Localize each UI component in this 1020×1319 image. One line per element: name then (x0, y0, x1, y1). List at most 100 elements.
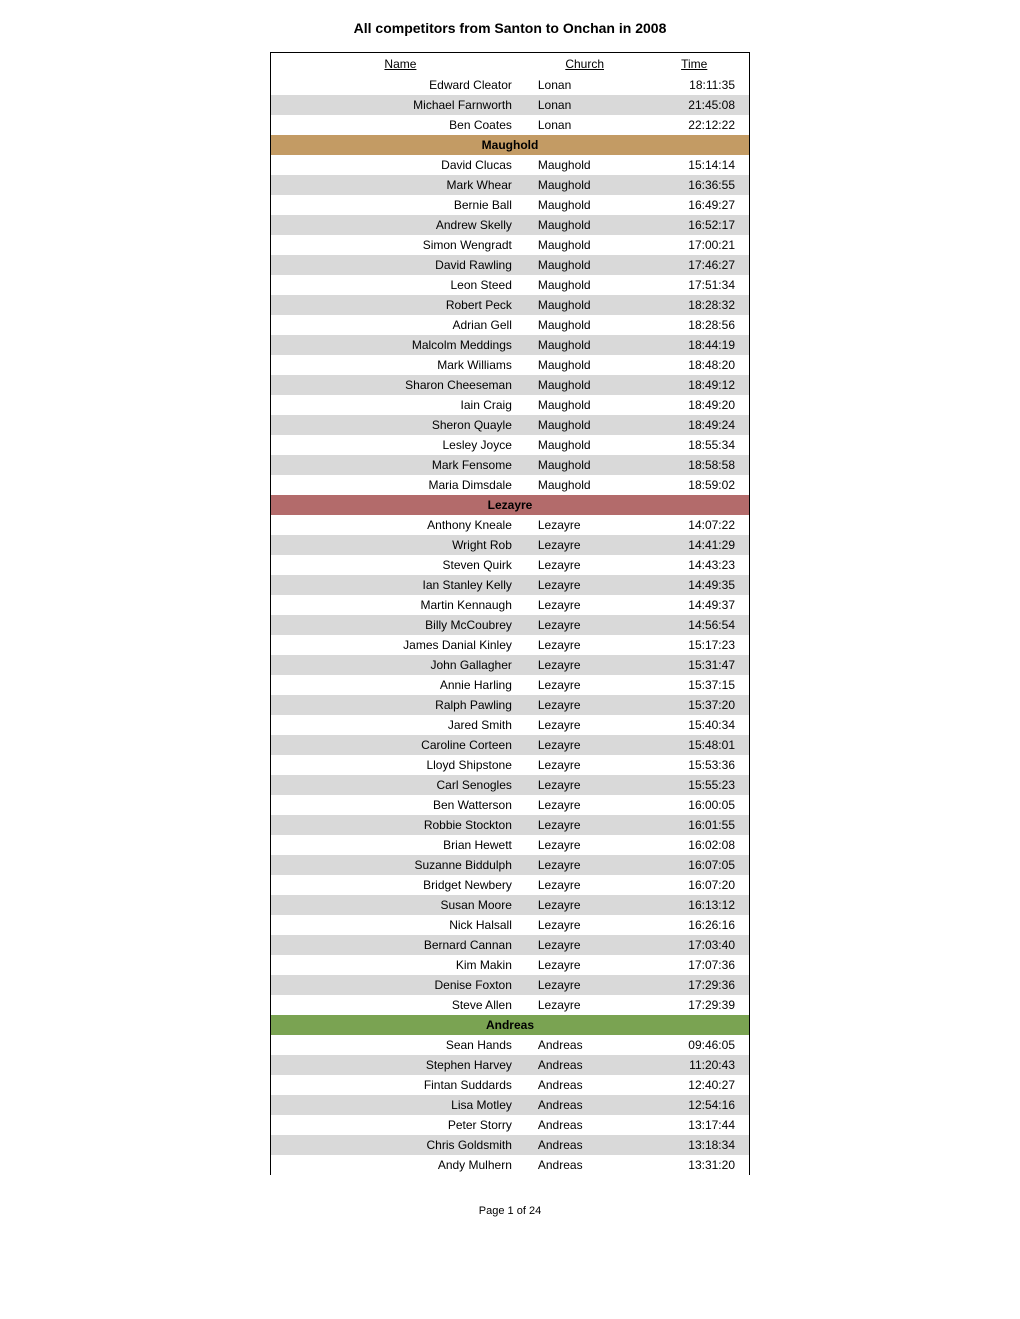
cell-name: Martin Kennaugh (271, 595, 530, 615)
cell-name: Robbie Stockton (271, 815, 530, 835)
cell-name: Lisa Motley (271, 1095, 530, 1115)
cell-time: 15:31:47 (639, 655, 749, 675)
cell-name: Jared Smith (271, 715, 530, 735)
page-footer: Page 1 of 24 (20, 1205, 1000, 1217)
cell-name: Steve Allen (271, 995, 530, 1015)
cell-time: 14:41:29 (639, 535, 749, 555)
table-row: Sheron QuayleMaughold18:49:24 (271, 415, 749, 435)
table-row: Adrian GellMaughold18:28:56 (271, 315, 749, 335)
table-row: Leon SteedMaughold17:51:34 (271, 275, 749, 295)
cell-church: Maughold (530, 435, 640, 455)
table-row: Andrew SkellyMaughold16:52:17 (271, 215, 749, 235)
cell-name: Ben Watterson (271, 795, 530, 815)
cell-name: Annie Harling (271, 675, 530, 695)
table-row: Nick HalsallLezayre16:26:16 (271, 915, 749, 935)
cell-time: 18:49:20 (639, 395, 749, 415)
cell-name: Fintan Suddards (271, 1075, 530, 1095)
cell-name: Sean Hands (271, 1035, 530, 1055)
cell-name: James Danial Kinley (271, 635, 530, 655)
cell-church: Lezayre (530, 855, 640, 875)
table-row: Wright RobLezayre14:41:29 (271, 535, 749, 555)
section-header: Lezayre (271, 495, 749, 515)
cell-church: Maughold (530, 375, 640, 395)
table-row: Kim MakinLezayre17:07:36 (271, 955, 749, 975)
cell-church: Lezayre (530, 675, 640, 695)
cell-name: Mark Whear (271, 175, 530, 195)
cell-time: 12:40:27 (639, 1075, 749, 1095)
cell-time: 12:54:16 (639, 1095, 749, 1115)
cell-church: Andreas (530, 1095, 640, 1115)
table-row: Annie HarlingLezayre15:37:15 (271, 675, 749, 695)
cell-name: Andrew Skelly (271, 215, 530, 235)
cell-name: Andy Mulhern (271, 1155, 530, 1175)
cell-name: Stephen Harvey (271, 1055, 530, 1075)
cell-time: 18:49:24 (639, 415, 749, 435)
table-row: Caroline CorteenLezayre15:48:01 (271, 735, 749, 755)
cell-church: Lezayre (530, 555, 640, 575)
cell-church: Lezayre (530, 655, 640, 675)
cell-time: 18:58:58 (639, 455, 749, 475)
table-row: Bernard CannanLezayre17:03:40 (271, 935, 749, 955)
cell-time: 16:07:20 (639, 875, 749, 895)
cell-time: 18:28:56 (639, 315, 749, 335)
table-row: Lesley JoyceMaughold18:55:34 (271, 435, 749, 455)
cell-church: Lezayre (530, 815, 640, 835)
cell-time: 15:37:20 (639, 695, 749, 715)
cell-time: 15:14:14 (639, 155, 749, 175)
header-time: Time (639, 53, 749, 75)
cell-time: 17:46:27 (639, 255, 749, 275)
table-row: Sean HandsAndreas09:46:05 (271, 1035, 749, 1055)
cell-church: Lezayre (530, 515, 640, 535)
cell-name: John Gallagher (271, 655, 530, 675)
cell-church: Lezayre (530, 715, 640, 735)
cell-church: Andreas (530, 1155, 640, 1175)
table-row: Ralph PawlingLezayre15:37:20 (271, 695, 749, 715)
table-row: Jared SmithLezayre15:40:34 (271, 715, 749, 735)
cell-name: Malcolm Meddings (271, 335, 530, 355)
table-row: Ian Stanley KellyLezayre14:49:35 (271, 575, 749, 595)
cell-name: Susan Moore (271, 895, 530, 915)
cell-time: 18:11:35 (639, 75, 749, 95)
cell-name: Denise Foxton (271, 975, 530, 995)
cell-church: Lezayre (530, 615, 640, 635)
table-row: Simon WengradtMaughold17:00:21 (271, 235, 749, 255)
cell-name: Simon Wengradt (271, 235, 530, 255)
cell-name: Kim Makin (271, 955, 530, 975)
table-row: Peter StorryAndreas13:17:44 (271, 1115, 749, 1135)
cell-church: Maughold (530, 235, 640, 255)
cell-name: Maria Dimsdale (271, 475, 530, 495)
table-row: Mark WhearMaughold16:36:55 (271, 175, 749, 195)
table-row: Denise FoxtonLezayre17:29:36 (271, 975, 749, 995)
cell-church: Maughold (530, 275, 640, 295)
cell-time: 14:56:54 (639, 615, 749, 635)
cell-church: Maughold (530, 155, 640, 175)
cell-church: Lezayre (530, 955, 640, 975)
cell-time: 15:37:15 (639, 675, 749, 695)
cell-name: David Rawling (271, 255, 530, 275)
table-row: Malcolm MeddingsMaughold18:44:19 (271, 335, 749, 355)
cell-name: Ian Stanley Kelly (271, 575, 530, 595)
cell-time: 14:49:37 (639, 595, 749, 615)
cell-time: 14:49:35 (639, 575, 749, 595)
cell-church: Maughold (530, 335, 640, 355)
table-row: Maria DimsdaleMaughold18:59:02 (271, 475, 749, 495)
table-row: Lloyd ShipstoneLezayre15:53:36 (271, 755, 749, 775)
cell-time: 18:59:02 (639, 475, 749, 495)
cell-church: Maughold (530, 295, 640, 315)
cell-church: Maughold (530, 395, 640, 415)
table-row: Ben CoatesLonan22:12:22 (271, 115, 749, 135)
cell-time: 21:45:08 (639, 95, 749, 115)
cell-church: Lezayre (530, 795, 640, 815)
cell-church: Lezayre (530, 875, 640, 895)
cell-name: Billy McCoubrey (271, 615, 530, 635)
cell-church: Lezayre (530, 935, 640, 955)
cell-time: 17:51:34 (639, 275, 749, 295)
cell-church: Andreas (530, 1135, 640, 1155)
cell-name: Steven Quirk (271, 555, 530, 575)
cell-time: 17:29:36 (639, 975, 749, 995)
cell-name: Michael Farnworth (271, 95, 530, 115)
table-row: John GallagherLezayre15:31:47 (271, 655, 749, 675)
cell-church: Lezayre (530, 735, 640, 755)
table-row: Suzanne BiddulphLezayre16:07:05 (271, 855, 749, 875)
cell-church: Maughold (530, 175, 640, 195)
